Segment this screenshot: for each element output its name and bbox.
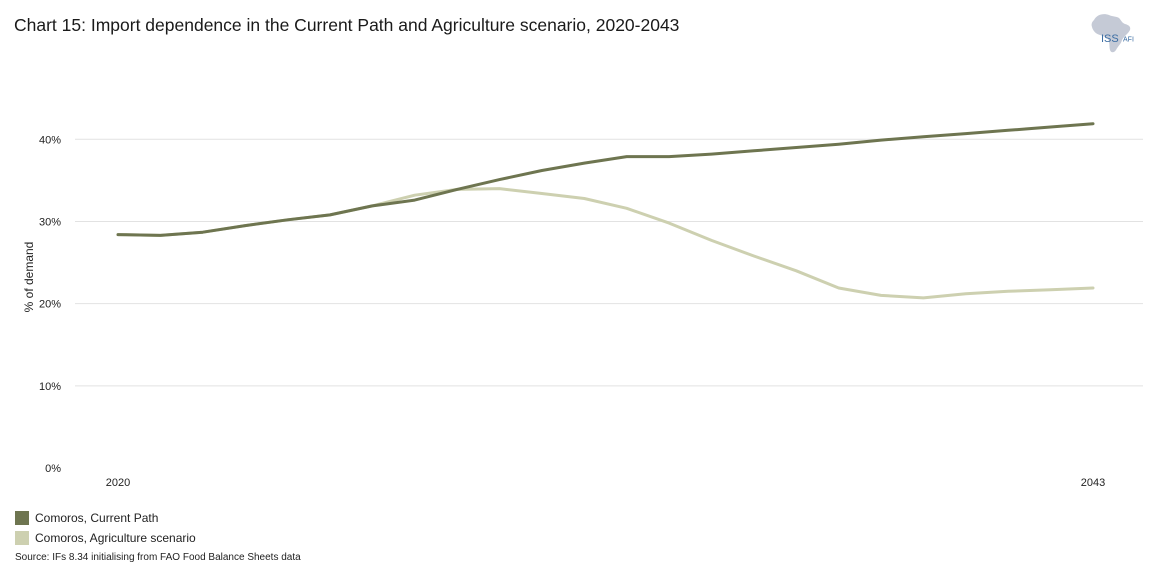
series-line-agriculture [116,187,1095,300]
source-note: Source: IFs 8.34 initialising from FAO F… [15,552,301,563]
y-tick-label: 30% [39,216,61,228]
y-axis-label: % of demand [22,242,36,313]
y-tick-label: 10% [39,381,61,393]
legend-swatch-current-path [15,511,29,525]
y-tick-label: 0% [45,463,61,475]
legend-swatch-agriculture [15,531,29,545]
legend: Comoros, Current Path Comoros, Agricultu… [15,508,196,548]
legend-label-current-path: Comoros, Current Path [35,511,159,525]
logo-text-afi: AFI [1123,37,1134,44]
legend-item-agriculture: Comoros, Agriculture scenario [15,528,196,548]
x-axis-ticks: 2020 2043 [106,477,1105,489]
africa-map-icon [1091,14,1131,53]
chart-title: Chart 15: Import dependence in the Curre… [14,15,680,35]
series-line-current-path [116,122,1095,237]
iss-afi-logo: ISS AFI [1091,14,1134,53]
y-tick-label: 20% [39,299,61,311]
gridlines [75,138,1143,387]
legend-item-current-path: Comoros, Current Path [15,508,196,528]
legend-label-agriculture: Comoros, Agriculture scenario [35,531,196,545]
x-tick-label: 2020 [106,477,130,489]
series-lines [116,122,1095,300]
line-chart: 0% 10% 20% 30% 40% 2020 2043 % of demand [22,122,1143,489]
logo-text-iss: ISS [1101,33,1119,45]
x-tick-label: 2043 [1081,477,1105,489]
y-axis-ticks: 0% 10% 20% 30% 40% [39,134,61,475]
y-tick-label: 40% [39,134,61,146]
